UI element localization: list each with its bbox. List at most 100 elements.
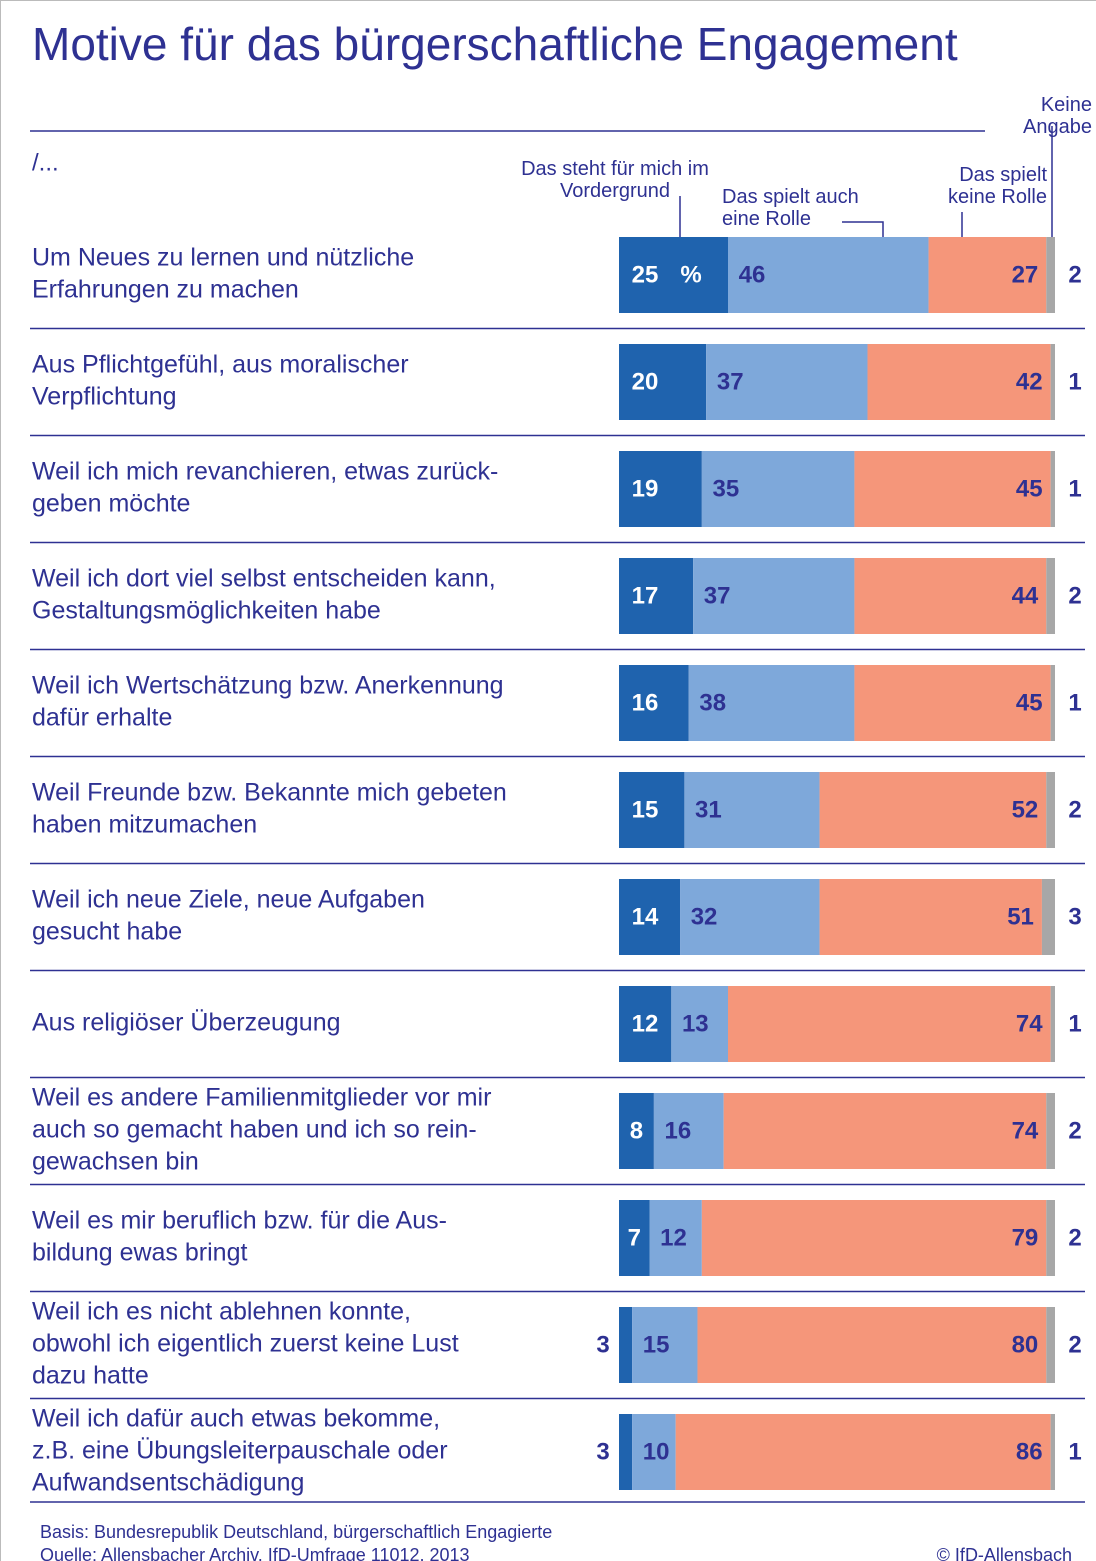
category-label: z.B. eine Übungsleiterpauschale oder (32, 1437, 448, 1465)
category-label: Weil ich dort viel selbst entscheiden ka… (32, 565, 496, 593)
value-label: 1 (1068, 368, 1081, 395)
bar-segment (653, 1093, 724, 1169)
category-label: haben mitzumachen (32, 811, 257, 839)
category-label: gewachsen bin (32, 1148, 199, 1176)
category-label: Weil Freunde bzw. Bekannte mich gebeten (32, 779, 507, 807)
value-label: 2 (1068, 1224, 1081, 1251)
category-label: Weil ich mich revanchieren, etwas zurück… (32, 458, 498, 486)
bar-segment (688, 665, 855, 741)
value-label: 14 (632, 903, 659, 930)
value-label: 13 (682, 1010, 709, 1037)
legend-entry: Das steht für mich im Vordergrund (521, 158, 709, 202)
bar-segment (819, 772, 1047, 848)
category-label: dafür erhalte (32, 704, 172, 732)
bar-segment (619, 451, 702, 527)
value-label: 20 (632, 368, 659, 395)
bar-segment (1050, 986, 1055, 1062)
value-label: 38 (699, 689, 726, 716)
value-label: 15 (643, 1331, 670, 1358)
value-label: 37 (717, 368, 744, 395)
bar-segment (619, 665, 689, 741)
category-label: Weil ich dafür auch etwas bekomme, (32, 1405, 440, 1433)
category-label: bildung ewas bringt (32, 1239, 247, 1267)
category-label: obwohl ich eigentlich zuerst keine Lust (32, 1330, 459, 1358)
bar-segment (697, 1307, 1047, 1383)
value-label: 74 (1012, 1117, 1039, 1144)
bar-segment (619, 1200, 650, 1276)
bar-segment (854, 451, 1051, 527)
value-label: 46 (739, 261, 766, 288)
bar-segment (619, 1093, 654, 1169)
bar-segment (723, 1093, 1047, 1169)
bar-segment (1050, 344, 1055, 420)
bar-segment (706, 344, 868, 420)
footnote: Basis: Bundesrepublik Deutschland, bürge… (40, 1522, 552, 1542)
bar-segment (619, 986, 672, 1062)
footnote: Quelle: Allensbacher Archiv, IfD-Umfrage… (40, 1545, 470, 1561)
bar-segment (619, 1414, 633, 1490)
chart-title: Motive für das bürgerschaftliche Engagem… (32, 18, 958, 70)
bar-segment (701, 1200, 1047, 1276)
value-label: 17 (632, 582, 659, 609)
value-label: 15 (632, 796, 659, 823)
bar-segment (619, 879, 681, 955)
value-label: 1 (1068, 1438, 1081, 1465)
value-label: 42 (1016, 368, 1043, 395)
bar-segment (1046, 1200, 1055, 1276)
bar-segment (1050, 1414, 1055, 1490)
category-label: gesucht habe (32, 918, 182, 946)
value-label: 2 (1068, 1331, 1081, 1358)
subtitle: /... (32, 149, 59, 176)
value-label: 45 (1016, 689, 1043, 716)
value-label: 74 (1016, 1010, 1043, 1037)
value-label: 19 (632, 475, 659, 502)
bar-segment (854, 665, 1051, 741)
value-label: 52 (1012, 796, 1039, 823)
category-label: Aus religiöser Überzeugung (32, 1009, 341, 1037)
value-label: 80 (1012, 1331, 1039, 1358)
category-label: Weil ich es nicht ablehnen konnte, (32, 1298, 411, 1326)
category-label: Verpflichtung (32, 383, 177, 411)
bar-segment (854, 558, 1047, 634)
value-label: 1 (1068, 689, 1081, 716)
category-label: Um Neues zu lernen und nützliche (32, 244, 414, 272)
value-label: 10 (643, 1438, 670, 1465)
value-label: 7 (628, 1224, 641, 1251)
category-label: geben möchte (32, 490, 190, 518)
bar-segment (1046, 772, 1055, 848)
value-label: 25 (632, 261, 659, 288)
value-label: 37 (704, 582, 731, 609)
value-label: 31 (695, 796, 722, 823)
bar-segment (1046, 237, 1055, 313)
legend-entry: Keine Angabe (1023, 94, 1092, 138)
value-label: 32 (691, 903, 718, 930)
legend-entry: Das spielt auch eine Rolle (722, 186, 859, 230)
bar-segment (819, 879, 1042, 955)
category-label: Weil ich neue Ziele, neue Aufgaben (32, 886, 425, 914)
value-label: 2 (1068, 582, 1081, 609)
value-label: 2 (1068, 1117, 1081, 1144)
bar-segment (701, 451, 855, 527)
bar-segment (619, 1307, 633, 1383)
category-label: auch so gemacht haben und ich so rein- (32, 1116, 477, 1144)
value-label: 79 (1012, 1224, 1039, 1251)
legend-entry: Das spielt keine Rolle (948, 164, 1047, 208)
bar-segment (680, 879, 820, 955)
value-label: 3 (596, 1331, 609, 1358)
value-label: 16 (665, 1117, 692, 1144)
value-label: 3 (1068, 903, 1081, 930)
bar-segment (619, 558, 694, 634)
value-label: 27 (1012, 261, 1039, 288)
category-label: dazu hatte (32, 1362, 149, 1390)
bar-segment (1050, 451, 1055, 527)
bar-segment (1050, 665, 1055, 741)
value-label: 86 (1016, 1438, 1043, 1465)
bar-segment (675, 1414, 1051, 1490)
bar-segment (632, 1307, 698, 1383)
category-label: Erfahrungen zu machen (32, 276, 299, 304)
bar-segment (928, 237, 1047, 313)
category-label: Weil es mir beruflich bzw. für die Aus- (32, 1207, 447, 1235)
